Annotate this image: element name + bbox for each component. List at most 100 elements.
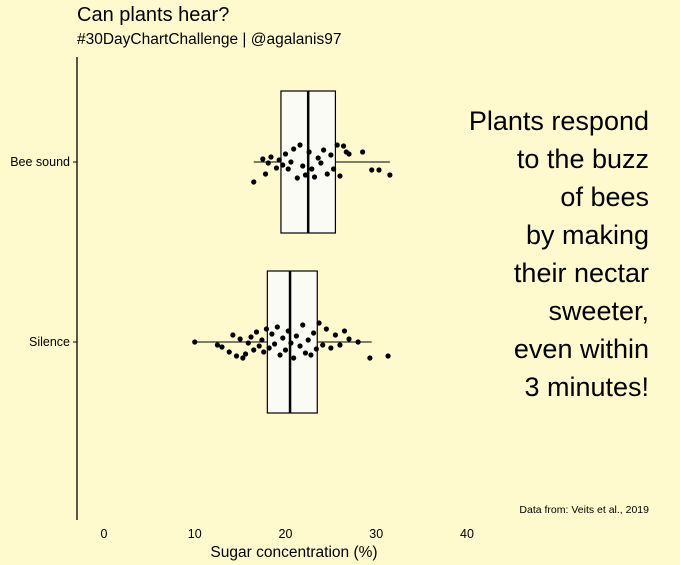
data-point xyxy=(262,171,269,177)
data-point xyxy=(297,142,303,148)
data-point xyxy=(294,175,300,181)
data-point xyxy=(297,343,303,349)
y-tick-label: Silence xyxy=(29,335,70,349)
data-point xyxy=(265,160,271,166)
data-point xyxy=(324,171,330,177)
annotation-text: Plants respond to the buzz of bees by ma… xyxy=(389,102,649,406)
data-point xyxy=(316,320,322,326)
data-point xyxy=(251,347,257,353)
data-point xyxy=(245,340,251,346)
data-point xyxy=(291,355,297,361)
data-point xyxy=(219,344,225,350)
data-point xyxy=(237,336,243,342)
data-point xyxy=(320,342,326,348)
data-point xyxy=(276,157,282,163)
x-tick-label: 40 xyxy=(460,527,474,541)
annotation-line: by making xyxy=(525,220,649,250)
annotation-line: Plants respond xyxy=(468,106,649,136)
data-point xyxy=(300,322,306,328)
data-point xyxy=(285,166,291,172)
data-point xyxy=(308,352,314,358)
data-point xyxy=(315,155,321,161)
data-point xyxy=(306,149,312,155)
data-point xyxy=(280,162,286,168)
annotation-line: of bees xyxy=(560,182,649,212)
y-tick-label: Bee sound xyxy=(10,155,70,169)
data-point xyxy=(214,342,221,348)
data-point xyxy=(302,172,309,178)
data-point xyxy=(337,173,343,179)
boxes xyxy=(194,90,390,414)
data-point xyxy=(355,339,361,345)
data-point xyxy=(337,342,343,348)
annotation-line: to the buzz xyxy=(516,144,649,174)
chart-subtitle: #30DayChartChallenge | @agalanis97 xyxy=(77,31,342,48)
data-point xyxy=(328,152,334,158)
data-point xyxy=(360,149,366,155)
annotation-line: even within xyxy=(513,334,649,364)
data-point xyxy=(277,352,283,358)
data-point xyxy=(334,142,340,148)
data-point xyxy=(318,160,324,166)
data-point xyxy=(346,336,352,342)
data-point xyxy=(253,329,260,335)
data-point xyxy=(288,340,294,346)
annotation-line: sweeter, xyxy=(548,296,649,326)
data-point xyxy=(367,355,373,361)
annotation-line: 3 minutes! xyxy=(524,372,649,402)
data-point xyxy=(263,326,270,332)
data-point xyxy=(248,334,254,340)
data-point xyxy=(230,332,236,338)
data-point xyxy=(251,179,257,185)
data-point xyxy=(226,349,232,355)
data-point xyxy=(330,166,337,172)
data-point xyxy=(323,326,329,332)
x-tick-label: 30 xyxy=(369,527,383,541)
axes: Bee sound Silence 0 10 20 30 40 Sugar concentra… xyxy=(10,57,474,561)
data-point xyxy=(387,172,393,178)
data-point xyxy=(340,143,347,149)
x-tick-label: 0 xyxy=(101,527,108,541)
data-point xyxy=(273,165,280,171)
data-point xyxy=(268,154,274,160)
data-point xyxy=(341,328,348,334)
chart-title: Can plants hear? xyxy=(77,4,230,26)
data-point xyxy=(282,151,289,157)
x-tick-label: 10 xyxy=(188,527,202,541)
data-point xyxy=(332,332,339,338)
x-axis-title: Sugar concentration (%) xyxy=(210,544,377,561)
data-point xyxy=(321,147,327,153)
data-point xyxy=(259,337,265,343)
data-points xyxy=(192,142,393,361)
data-point xyxy=(313,346,319,352)
x-tick-label: 20 xyxy=(279,527,293,541)
data-source-caption: Data from: Veits et al., 2019 xyxy=(519,504,649,516)
data-point xyxy=(385,353,391,359)
data-point xyxy=(311,330,317,336)
annotation-line: their nectar xyxy=(513,258,649,288)
data-point xyxy=(293,333,299,339)
data-point xyxy=(192,339,198,345)
data-point xyxy=(305,337,311,343)
data-point xyxy=(282,347,289,353)
data-point xyxy=(261,349,267,355)
data-point xyxy=(233,353,240,359)
data-point xyxy=(300,163,306,169)
data-point xyxy=(274,324,280,330)
data-point xyxy=(256,343,262,349)
data-point xyxy=(346,151,352,157)
data-point xyxy=(328,345,334,351)
data-point xyxy=(272,341,278,347)
data-point xyxy=(311,174,318,180)
data-point xyxy=(242,351,249,357)
data-point xyxy=(280,335,286,341)
data-point xyxy=(369,167,375,173)
data-point xyxy=(266,345,272,351)
data-point xyxy=(288,159,294,165)
data-point xyxy=(285,328,291,334)
data-point xyxy=(302,350,309,356)
data-point xyxy=(291,146,297,152)
data-point xyxy=(269,331,275,337)
data-point xyxy=(240,355,246,361)
